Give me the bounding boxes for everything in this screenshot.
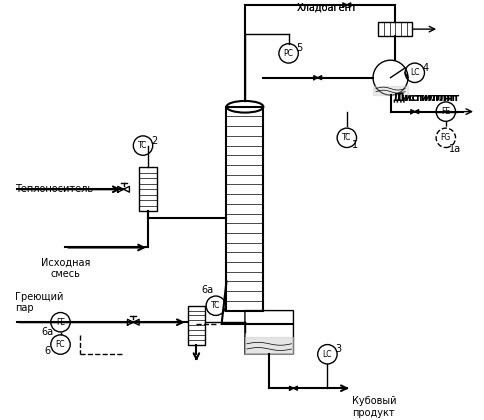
- Text: Исходная
смесь: Исходная смесь: [41, 257, 90, 279]
- Text: LC: LC: [322, 350, 332, 359]
- Text: 4: 4: [422, 63, 428, 73]
- Bar: [226, 107, 263, 310]
- Text: Хладоагент: Хладоагент: [296, 3, 357, 13]
- Text: Дистиллят: Дистиллят: [392, 92, 455, 102]
- Text: 3: 3: [334, 344, 341, 354]
- Text: FE: FE: [56, 318, 65, 327]
- Text: 6: 6: [44, 346, 50, 356]
- Text: FC: FC: [56, 340, 65, 349]
- Text: 6а: 6а: [41, 327, 53, 337]
- Text: FG: FG: [440, 133, 450, 142]
- Text: 1a: 1a: [448, 144, 460, 155]
- Text: Дистиллят: Дистиллят: [394, 92, 459, 102]
- Text: 1: 1: [351, 139, 357, 150]
- Text: FE: FE: [440, 107, 450, 116]
- Text: 6а: 6а: [201, 285, 213, 295]
- Text: Кубовый
продукт: Кубовый продукт: [351, 396, 395, 417]
- Text: Теплоноситель: Теплоноситель: [15, 184, 93, 194]
- Bar: [187, 306, 205, 344]
- Text: Греющий
пар: Греющий пар: [15, 292, 63, 313]
- Text: TC: TC: [211, 301, 220, 310]
- Text: PC: PC: [283, 49, 293, 58]
- Text: LC: LC: [409, 68, 419, 77]
- Bar: [139, 168, 156, 211]
- Text: 2: 2: [151, 136, 157, 146]
- Text: TC: TC: [341, 133, 351, 142]
- Text: TC: TC: [138, 141, 148, 150]
- Text: 5: 5: [296, 43, 302, 53]
- Text: Хладоагент: Хладоагент: [296, 3, 357, 13]
- Bar: [378, 22, 411, 37]
